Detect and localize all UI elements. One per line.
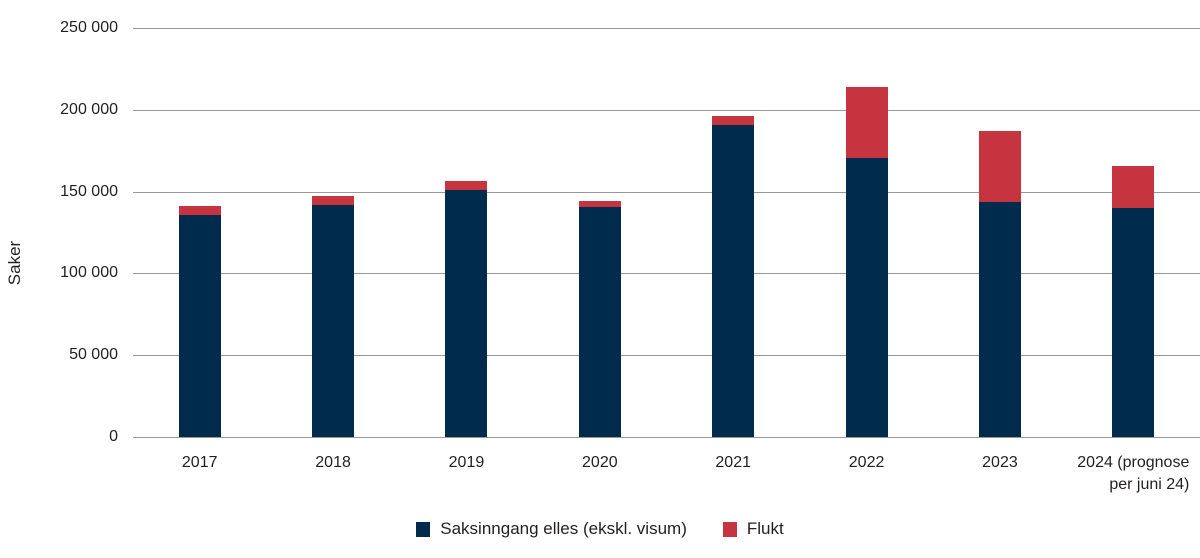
bar-segment bbox=[178, 215, 221, 437]
y-tick-label: 0 bbox=[109, 428, 118, 445]
y-tick-label: 150 000 bbox=[60, 182, 118, 200]
bar-2021 bbox=[712, 0, 755, 437]
bar-segment bbox=[978, 202, 1021, 437]
y-tick-label: 200 000 bbox=[60, 100, 118, 118]
bar-segment bbox=[445, 180, 488, 190]
bar-2023 bbox=[978, 0, 1021, 437]
x-tick-label: 2020 bbox=[582, 454, 618, 471]
gridline bbox=[133, 192, 1200, 193]
bar-segment bbox=[445, 189, 488, 437]
gridline bbox=[133, 110, 1200, 111]
legend-label: Saksinngang elles (ekskl. visum) bbox=[440, 519, 687, 538]
bar-segment bbox=[178, 206, 221, 216]
x-tick-label: 2024 (prognose per juni 24) bbox=[1077, 454, 1190, 493]
bar-segment bbox=[712, 124, 755, 437]
bar-2018 bbox=[312, 0, 355, 437]
legend: Saksinngang elles (ekskl. visum) Flukt bbox=[0, 519, 1200, 539]
bar-segment bbox=[845, 86, 888, 159]
x-tick-label: 2018 bbox=[315, 454, 351, 471]
bar-2017 bbox=[178, 0, 221, 437]
gridline bbox=[133, 437, 1200, 438]
legend-label: Flukt bbox=[746, 519, 784, 538]
bar-2020 bbox=[578, 0, 621, 437]
x-tick-label: 2019 bbox=[448, 454, 485, 471]
bar-segment bbox=[312, 195, 355, 205]
x-tick-label: 2023 bbox=[982, 454, 1018, 471]
bar-segment bbox=[578, 200, 621, 208]
bar-segment bbox=[1112, 166, 1155, 208]
y-tick-label: 250 000 bbox=[60, 19, 118, 36]
bar-segment bbox=[712, 115, 755, 125]
legend-item: Saksinngang elles (ekskl. visum) bbox=[416, 519, 687, 539]
bar-segment bbox=[312, 204, 355, 437]
x-tick-label: 2021 bbox=[715, 454, 751, 471]
legend-swatch bbox=[416, 521, 431, 537]
x-tick-label: 2017 bbox=[181, 454, 218, 471]
y-axis-label: Saker bbox=[0, 233, 30, 293]
bar-segment bbox=[978, 131, 1021, 203]
bar-segment bbox=[845, 158, 888, 437]
legend-swatch bbox=[722, 521, 737, 537]
y-tick-label: 50 000 bbox=[69, 346, 118, 364]
y-tick-label: 100 000 bbox=[60, 264, 118, 282]
y-axis-label-text: Saker bbox=[5, 240, 24, 286]
bar-segment bbox=[1112, 207, 1155, 437]
gridline bbox=[133, 355, 1200, 356]
gridline bbox=[133, 273, 1200, 274]
x-tick-label: 2022 bbox=[848, 454, 885, 471]
bar-segment bbox=[578, 207, 621, 437]
bar-2024 bbox=[1112, 0, 1155, 437]
legend-item: Flukt bbox=[722, 519, 784, 539]
bar-2019 bbox=[445, 0, 488, 437]
gridline bbox=[133, 28, 1200, 29]
bar-2022 bbox=[845, 0, 888, 437]
